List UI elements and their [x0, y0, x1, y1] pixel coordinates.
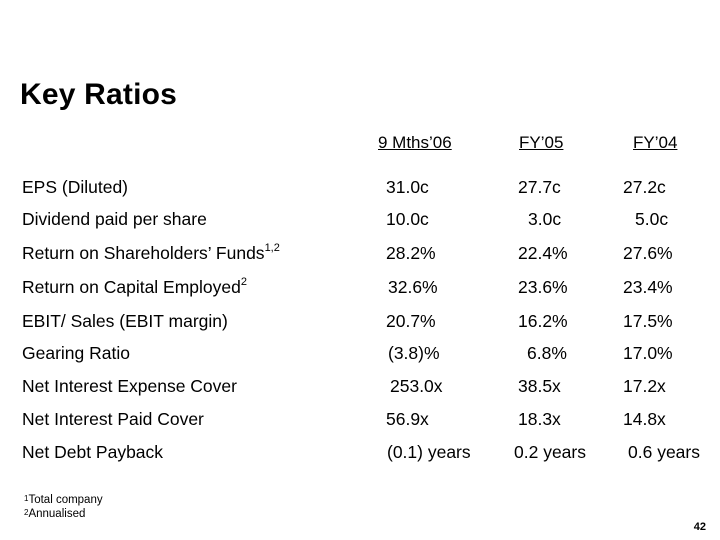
cell-fy05: 27.7c	[518, 177, 561, 197]
cell-fy05: 23.6%	[518, 277, 568, 297]
cell-fy05: 18.3x	[518, 409, 561, 429]
column-header-9mths06: 9 Mths’06	[378, 133, 452, 152]
footnote-1: 1Total company	[24, 494, 103, 506]
cell-fy05: 38.5x	[518, 376, 561, 396]
cell-fy04: 17.0%	[623, 343, 673, 363]
cell-fy04: 17.5%	[623, 311, 673, 331]
cell-9mths06: 56.9x	[386, 409, 429, 429]
cell-9mths06: 10.0c	[386, 209, 429, 229]
cell-fy05: 22.4%	[518, 243, 568, 263]
row-label: Net Interest Expense Cover	[22, 376, 237, 396]
cell-fy04: 17.2x	[623, 376, 666, 396]
cell-9mths06: (3.8)%	[388, 343, 440, 363]
page-number: 42	[693, 521, 706, 533]
cell-9mths06: (0.1) years	[387, 442, 471, 462]
page-title: Key Ratios	[20, 78, 178, 111]
row-label: Net Debt Payback	[22, 442, 164, 462]
cell-9mths06: 28.2%	[386, 243, 436, 263]
cell-fy05: 6.8%	[527, 343, 567, 363]
row-label: Net Interest Paid Cover	[22, 409, 204, 429]
row-label: EBIT/ Sales (EBIT margin)	[22, 311, 228, 331]
column-header-fy05: FY’05	[519, 133, 564, 152]
row-label: Gearing Ratio	[22, 343, 130, 363]
cell-fy04: 23.4%	[623, 277, 673, 297]
cell-fy04: 27.2c	[623, 177, 666, 197]
cell-9mths06: 32.6%	[388, 277, 438, 297]
cell-9mths06: 31.0c	[386, 177, 429, 197]
row-label: Return on Shareholders’ Funds1,2	[22, 242, 280, 263]
cell-fy05: 16.2%	[518, 311, 568, 331]
cell-fy04: 27.6%	[623, 243, 673, 263]
footnote-2: 2Annualised	[24, 508, 86, 520]
row-label: EPS (Diluted)	[22, 177, 129, 197]
row-label: Dividend paid per share	[22, 209, 207, 229]
column-header-fy04: FY’04	[633, 133, 678, 152]
cell-9mths06: 253.0x	[390, 376, 443, 396]
row-label: Return on Capital Employed2	[22, 276, 247, 297]
cell-9mths06: 20.7%	[386, 311, 436, 331]
cell-fy05: 3.0c	[528, 209, 562, 229]
cell-fy05: 0.2 years	[514, 442, 586, 462]
cell-fy04: 5.0c	[635, 209, 669, 229]
cell-fy04: 0.6 years	[628, 442, 700, 462]
cell-fy04: 14.8x	[623, 409, 666, 429]
